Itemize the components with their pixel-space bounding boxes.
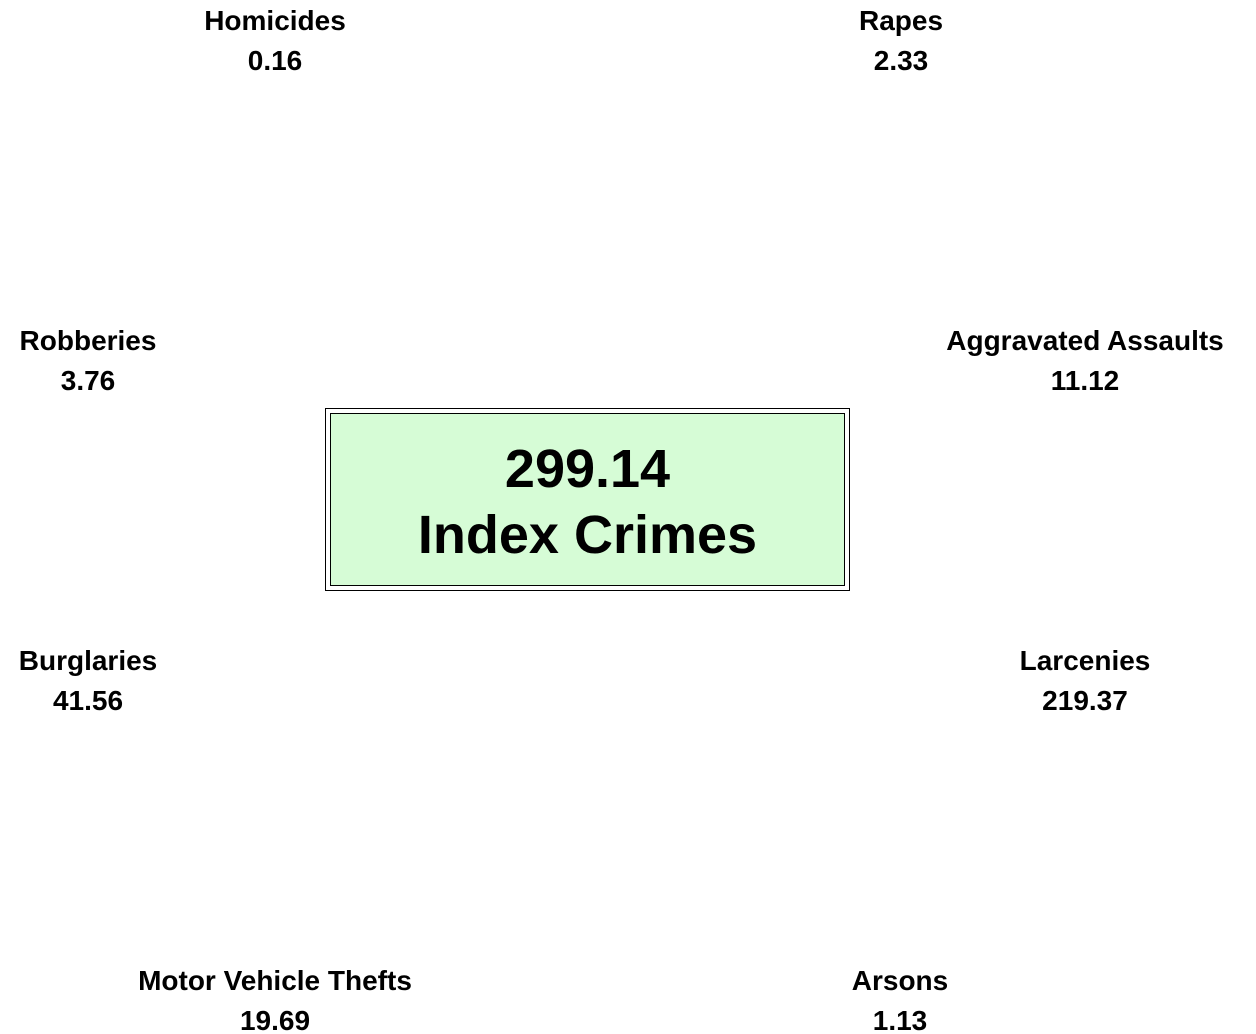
- node-label: Aggravated Assaults: [946, 325, 1224, 356]
- node-label: Robberies: [19, 325, 157, 356]
- total-box: 299.14 Index Crimes: [325, 408, 850, 591]
- node-label: Arsons: [851, 965, 949, 996]
- node-value: 1.13: [872, 1005, 928, 1034]
- total-label: Index Crimes: [417, 505, 758, 565]
- node: Larcenies 219.37: [875, 641, 1256, 721]
- node-value: 219.37: [1042, 685, 1128, 716]
- node-value: 2.33: [873, 45, 929, 76]
- node-value: 41.56: [52, 685, 124, 716]
- node: Homicides 0.16: [65, 1, 485, 81]
- node-label: Motor Vehicle Thefts: [138, 965, 412, 996]
- node-label: Burglaries: [18, 645, 158, 676]
- node-value: 19.69: [239, 1005, 311, 1034]
- node-label: Rapes: [858, 5, 944, 36]
- node: Rapes 2.33: [691, 1, 1111, 81]
- node-value: 0.16: [247, 45, 303, 76]
- node: Robberies 3.76: [0, 321, 298, 401]
- node: Motor Vehicle Thefts 19.69: [65, 961, 485, 1034]
- node-label: Larcenies: [1019, 645, 1151, 676]
- total-box-inner: 299.14 Index Crimes: [330, 413, 845, 586]
- node: Arsons 1.13: [690, 961, 1110, 1034]
- total-value: 299.14: [504, 439, 671, 499]
- node-value: 3.76: [60, 365, 116, 396]
- node-value: 11.12: [1050, 365, 1120, 396]
- node: Burglaries 41.56: [0, 641, 298, 721]
- node-label: Homicides: [204, 5, 346, 36]
- node: Aggravated Assaults 11.12: [875, 321, 1256, 401]
